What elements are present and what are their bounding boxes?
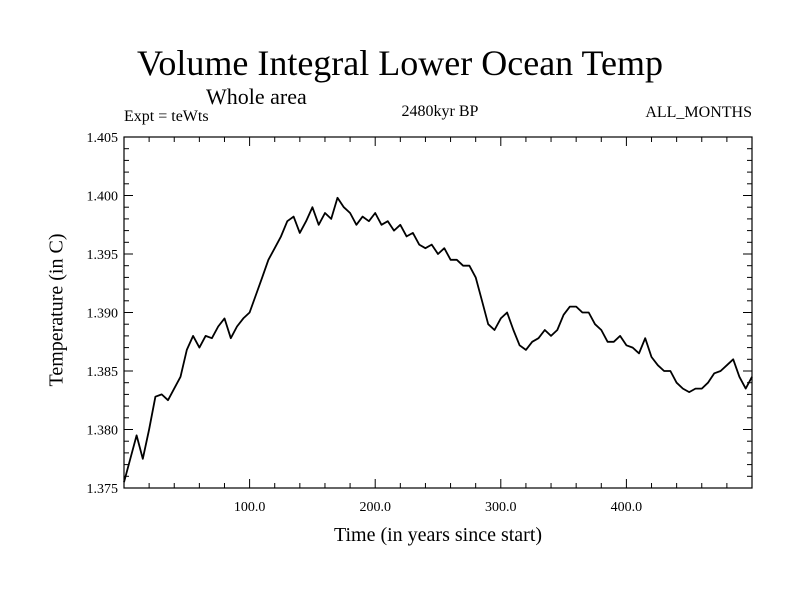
months-label: ALL_MONTHS — [645, 104, 752, 121]
experiment-label: Expt = teWts — [124, 108, 209, 125]
axis-tick-labels: 100.0 200.0 300.0 400.0 1.375 1.380 1.385 1.390… — [87, 131, 643, 515]
y-tick-label: 1.390 — [87, 307, 119, 322]
x-tick-label: 200.0 — [359, 500, 391, 515]
y-tick-label: 1.395 — [87, 248, 119, 263]
x-tick-label: 400.0 — [611, 500, 643, 515]
x-tick-label: 100.0 — [234, 500, 266, 515]
chart-title: Volume Integral Lower Ocean Temp — [137, 43, 663, 83]
x-tick-label: 300.0 — [485, 500, 517, 515]
y-tick-label: 1.385 — [87, 365, 119, 380]
plot-frame — [123, 136, 753, 489]
y-tick-label: 1.405 — [87, 131, 119, 146]
period-label: 2480kyr BP — [401, 103, 479, 120]
y-tick-label: 1.400 — [87, 190, 119, 205]
series-group — [123, 196, 753, 483]
axis-ticks — [124, 136, 752, 489]
y-tick-label: 1.375 — [87, 482, 119, 497]
chart-subtitle: Whole area — [206, 84, 307, 109]
series-line — [123, 196, 753, 483]
y-tick-label: 1.380 — [87, 424, 119, 439]
x-axis-label: Time (in years since start) — [333, 524, 543, 546]
